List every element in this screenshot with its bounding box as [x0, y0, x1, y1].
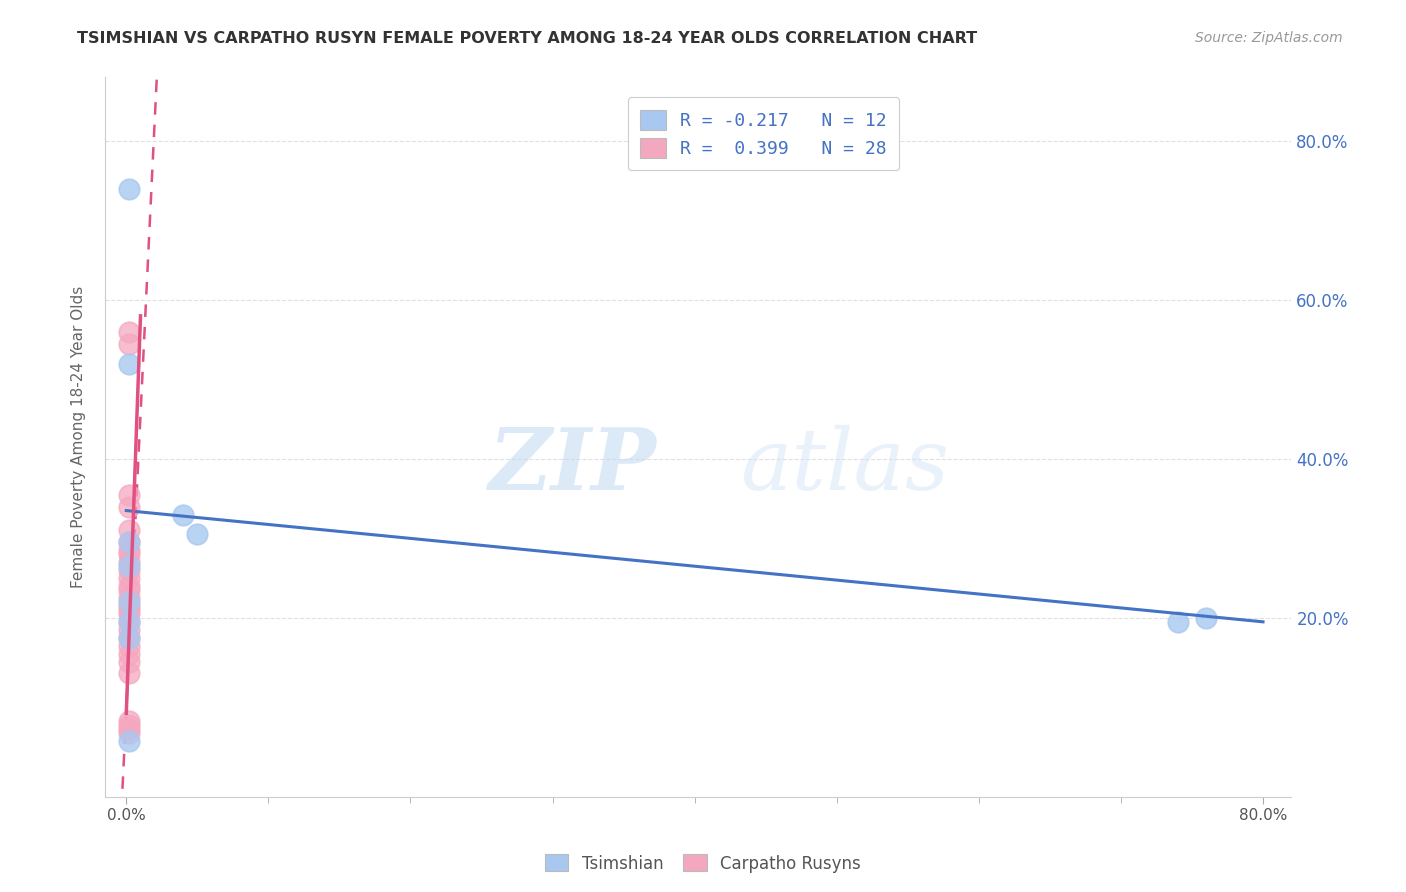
Point [118, 357, 141, 371]
Legend: R = -0.217   N = 12, R =  0.399   N = 28: R = -0.217 N = 12, R = 0.399 N = 28 [627, 97, 900, 170]
Point [118, 182, 141, 196]
Point [118, 666, 141, 681]
Point [118, 535, 141, 549]
Point [118, 559, 141, 574]
Point [118, 615, 141, 629]
Point [118, 734, 141, 748]
Point [118, 325, 141, 339]
Text: TSIMSHIAN VS CARPATHO RUSYN FEMALE POVERTY AMONG 18-24 YEAR OLDS CORRELATION CHA: TSIMSHIAN VS CARPATHO RUSYN FEMALE POVER… [77, 31, 977, 46]
Point [118, 631, 141, 645]
Point [118, 563, 141, 577]
Point [118, 336, 141, 351]
Point [118, 582, 141, 597]
Point [118, 631, 141, 645]
Y-axis label: Female Poverty Among 18-24 Year Olds: Female Poverty Among 18-24 Year Olds [72, 286, 86, 588]
Point [1195, 611, 1218, 625]
Point [118, 524, 141, 538]
Point [118, 547, 141, 561]
Text: Source: ZipAtlas.com: Source: ZipAtlas.com [1195, 31, 1343, 45]
Point [118, 543, 141, 558]
Point [118, 647, 141, 661]
Point [118, 655, 141, 669]
Point [118, 718, 141, 732]
Point [186, 527, 208, 541]
Legend: Tsimshian, Carpatho Rusyns: Tsimshian, Carpatho Rusyns [538, 847, 868, 880]
Point [118, 555, 141, 569]
Point [118, 500, 141, 514]
Point [118, 607, 141, 621]
Point [118, 591, 141, 605]
Point [118, 615, 141, 629]
Point [118, 714, 141, 728]
Point [118, 599, 141, 613]
Point [118, 722, 141, 736]
Point [118, 571, 141, 585]
Point [118, 603, 141, 617]
Point [118, 579, 141, 593]
Point [1167, 615, 1189, 629]
Point [118, 535, 141, 549]
Point [118, 623, 141, 637]
Text: ZIP: ZIP [489, 424, 657, 508]
Point [118, 726, 141, 740]
Point [118, 488, 141, 502]
Text: atlas: atlas [740, 425, 949, 508]
Point [172, 508, 194, 522]
Point [118, 595, 141, 609]
Point [118, 639, 141, 653]
